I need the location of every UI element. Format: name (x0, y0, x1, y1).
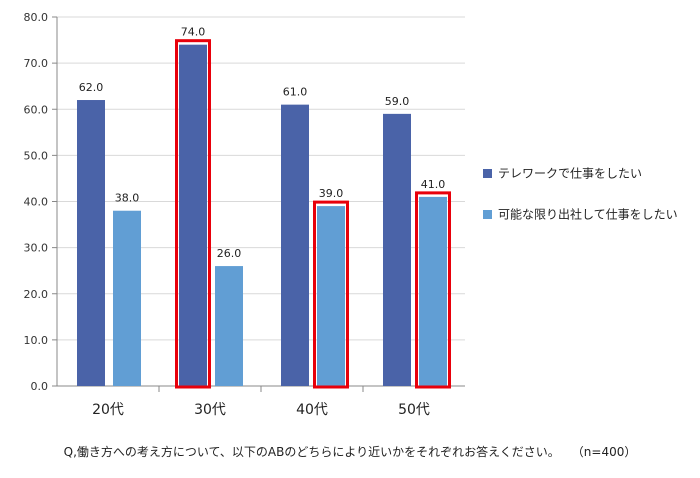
highlight-box (175, 39, 211, 389)
footnote: Q,働き方への考え方について、以下のABのどちらにより近いかをそれぞれお答えくだ… (0, 443, 700, 460)
y-tick-label: 70.0 (24, 57, 49, 70)
y-tick-label: 60.0 (24, 103, 49, 116)
legend-label: 可能な限り出社して仕事をしたい (498, 207, 678, 222)
data-label: 41.0 (421, 178, 446, 191)
footnote-question: Q,働き方への考え方について、以下のABのどちらにより近いかをそれぞれお答えくだ… (63, 445, 560, 459)
bar (317, 206, 345, 386)
bar (77, 100, 105, 387)
bar (113, 210, 141, 386)
y-tick-label: 80.0 (24, 11, 49, 24)
highlight-box (415, 191, 451, 389)
legend-swatch (483, 169, 492, 178)
legend-swatch (483, 210, 492, 219)
data-label: 61.0 (283, 86, 308, 99)
data-label: 74.0 (181, 26, 206, 39)
y-tick-label: 0.0 (31, 380, 49, 393)
bar (281, 104, 309, 386)
data-label: 39.0 (319, 187, 344, 200)
x-category-label: 30代 (194, 402, 226, 418)
footnote-sample-size: （n=400） (577, 445, 637, 459)
data-label: 38.0 (115, 192, 140, 205)
y-tick-label: 30.0 (24, 242, 49, 255)
y-tick-label: 20.0 (24, 288, 49, 301)
data-label: 59.0 (385, 95, 410, 108)
bar (215, 266, 243, 386)
data-label: 62.0 (79, 81, 104, 94)
data-label: 26.0 (217, 247, 242, 260)
bar (383, 113, 411, 387)
y-tick-label: 10.0 (24, 334, 49, 347)
highlight-box (313, 200, 349, 389)
y-tick-label: 40.0 (24, 196, 49, 209)
x-category-label: 40代 (296, 402, 328, 418)
bar (419, 196, 447, 386)
legend-label: テレワークで仕事をしたい (498, 167, 642, 181)
x-category-label: 50代 (398, 402, 430, 418)
y-tick-label: 50.0 (24, 149, 49, 162)
bar (179, 44, 207, 387)
x-category-label: 20代 (92, 402, 124, 418)
